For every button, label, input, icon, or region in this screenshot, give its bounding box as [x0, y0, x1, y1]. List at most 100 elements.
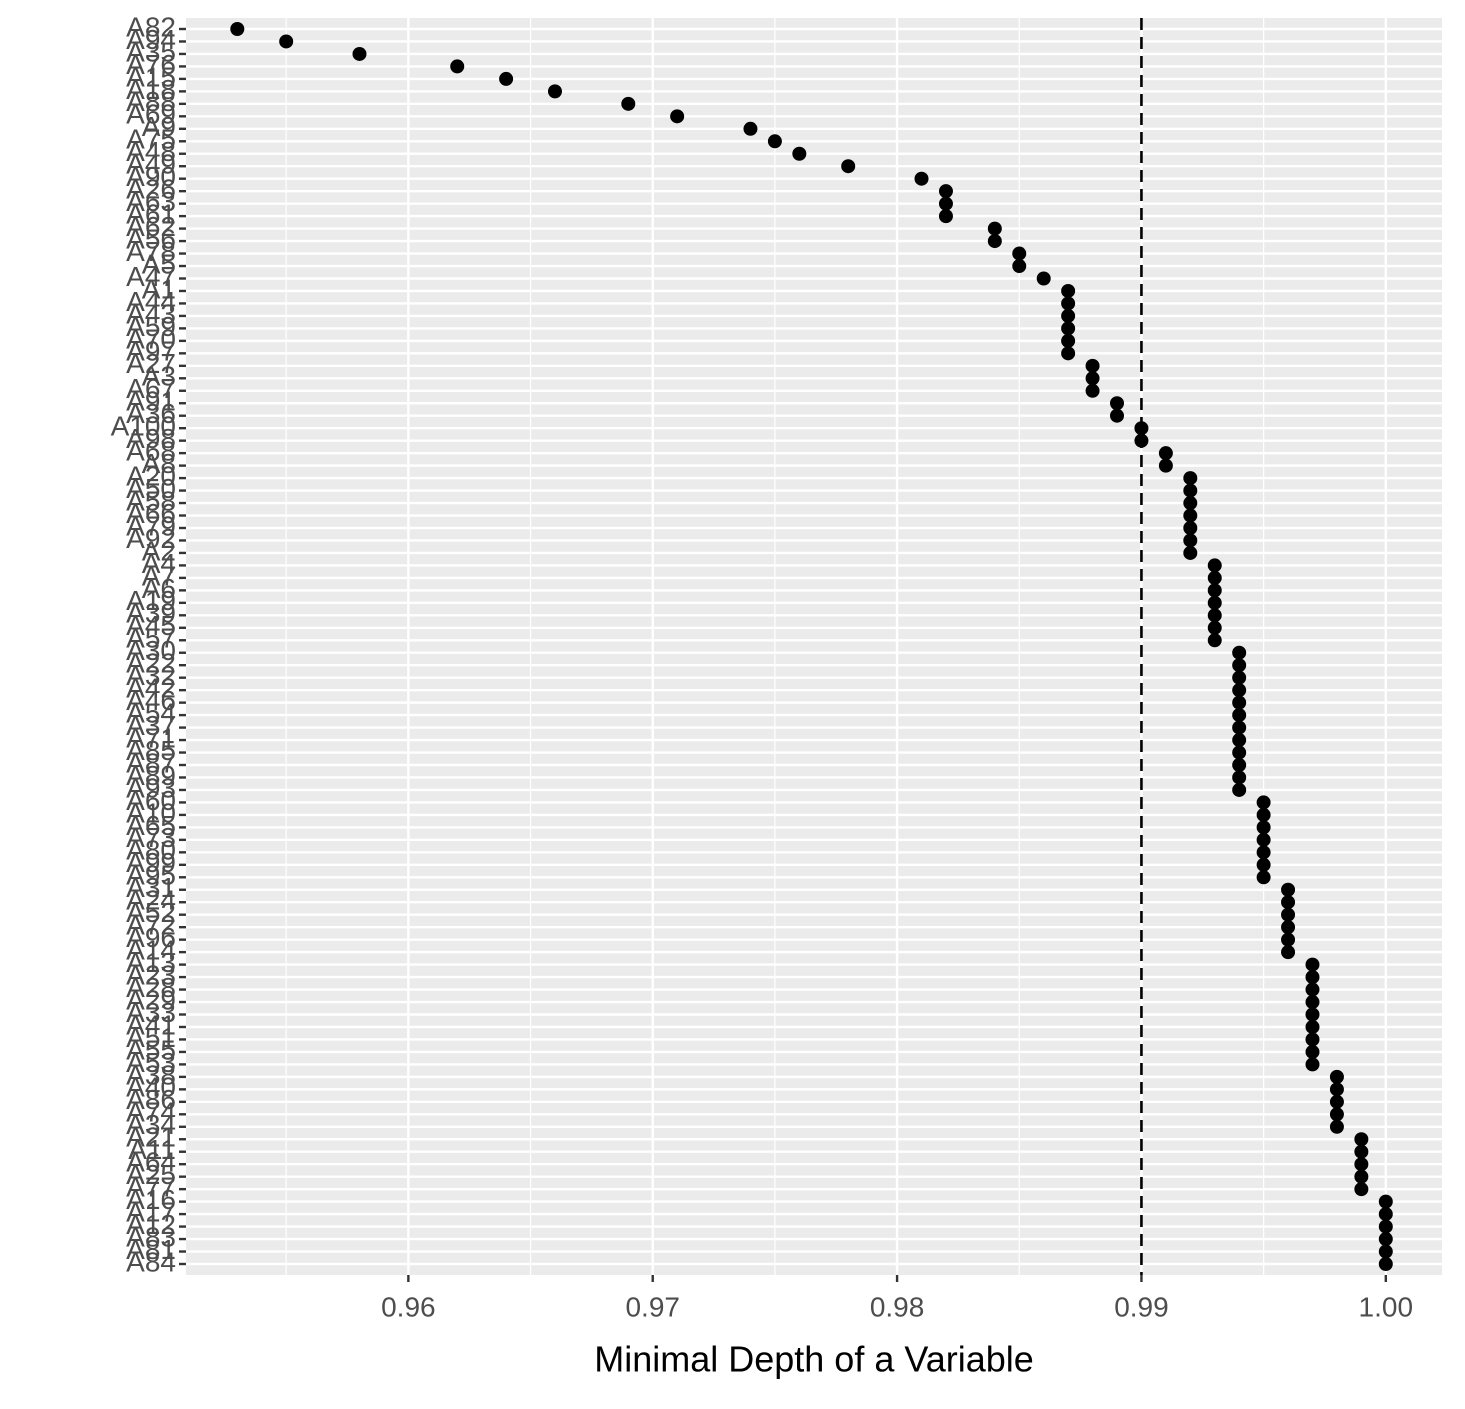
y-tick-label: A29: [126, 984, 176, 1015]
y-tick-label: A39: [126, 598, 176, 629]
point: [1378, 1207, 1393, 1222]
point: [1256, 870, 1271, 885]
y-tick-label: A61: [126, 199, 176, 230]
y-tick-label: A48: [126, 136, 176, 167]
y-tick-label: A20: [126, 460, 176, 491]
point: [914, 171, 929, 186]
x-tick-label: 0.98: [870, 1291, 925, 1322]
point: [767, 134, 782, 149]
point: [1305, 995, 1320, 1010]
y-tick-label: A38: [126, 1059, 176, 1090]
y-tick-label: A66: [126, 498, 176, 529]
point: [1281, 920, 1296, 935]
point: [1085, 358, 1100, 373]
y-tick-label: A9: [142, 111, 176, 142]
point: [279, 34, 294, 49]
y-tick-label: A4: [142, 548, 176, 579]
point: [1232, 670, 1247, 685]
y-tick-label: A78: [126, 236, 176, 267]
point: [1012, 246, 1027, 261]
y-tick-label: A31: [126, 872, 176, 903]
y-tick-label: A82: [126, 11, 176, 42]
point: [1256, 795, 1271, 810]
y-tick-label: A55: [126, 1034, 176, 1065]
point: [1232, 758, 1247, 773]
point: [1183, 508, 1198, 523]
y-tick-label: A26: [126, 174, 176, 205]
point: [621, 96, 636, 111]
point: [547, 84, 562, 99]
point: [1354, 1182, 1369, 1197]
y-tick-label: A53: [126, 1047, 176, 1078]
y-tick-label: A52: [126, 897, 176, 928]
y-tick-label: A76: [126, 49, 176, 80]
point: [1281, 945, 1296, 960]
y-tick-label: A16: [126, 1184, 176, 1215]
point: [1256, 807, 1271, 822]
point: [450, 59, 465, 74]
point: [792, 146, 807, 161]
y-tick-label: A7: [142, 560, 176, 591]
y-tick-label: A75: [126, 124, 176, 155]
point: [1305, 970, 1320, 985]
point: [1256, 820, 1271, 835]
point: [1354, 1132, 1369, 1147]
y-tick-label: A17: [126, 1196, 176, 1227]
point: [1061, 333, 1076, 348]
point: [1232, 745, 1247, 760]
y-tick-label: A11: [128, 1134, 176, 1165]
y-tick-label: A94: [126, 24, 176, 55]
point: [1232, 782, 1247, 797]
y-tick-label: A28: [126, 972, 176, 1003]
point: [1281, 907, 1296, 922]
y-tick-label: A79: [126, 510, 176, 541]
y-tick-label: A59: [126, 311, 176, 342]
point: [1183, 520, 1198, 535]
point: [1012, 259, 1027, 274]
y-tick-label: A40: [126, 1072, 176, 1103]
point: [1232, 658, 1247, 673]
point: [1329, 1082, 1344, 1097]
point: [1281, 932, 1296, 947]
y-tick-label: A83: [126, 1221, 176, 1252]
y-tick-label: A21: [126, 1122, 176, 1153]
point: [1305, 1007, 1320, 1022]
point: [1354, 1157, 1369, 1172]
y-tick-label: A49: [126, 149, 176, 180]
y-tick-label: A19: [126, 585, 176, 616]
point: [499, 71, 514, 86]
point: [1378, 1232, 1393, 1247]
y-tick-label: A58: [126, 485, 176, 516]
y-tick-label: A30: [126, 635, 176, 666]
y-tick-label: A85: [126, 735, 176, 766]
y-tick-label: A72: [126, 910, 176, 941]
point: [1232, 733, 1247, 748]
y-tick-label: A90: [126, 161, 176, 192]
point: [1183, 496, 1198, 511]
y-tick-label: A32: [126, 660, 176, 691]
point: [1329, 1094, 1344, 1109]
x-tick-label: 0.99: [1114, 1291, 1169, 1322]
point: [1305, 1032, 1320, 1047]
point: [1061, 283, 1076, 298]
y-tick-label: A15: [126, 61, 176, 92]
y-tick-label: A3: [142, 361, 176, 392]
point: [1256, 857, 1271, 872]
point: [1207, 620, 1222, 635]
y-tick-label: A10: [126, 797, 176, 828]
point: [987, 221, 1002, 236]
point: [1378, 1219, 1393, 1234]
point: [1232, 720, 1247, 735]
y-tick-label: A45: [126, 610, 176, 641]
x-tick-label: 0.97: [625, 1291, 680, 1322]
point: [841, 159, 856, 174]
y-tick-label: A42: [126, 673, 176, 704]
x-tick-label: 0.96: [381, 1291, 436, 1322]
point: [1305, 1057, 1320, 1072]
y-tick-label: A96: [126, 922, 176, 953]
y-tick-label: A87: [126, 747, 176, 778]
point: [1232, 695, 1247, 710]
y-tick-label: A50: [126, 473, 176, 504]
y-tick-label: A99: [126, 847, 176, 878]
point: [938, 184, 953, 199]
